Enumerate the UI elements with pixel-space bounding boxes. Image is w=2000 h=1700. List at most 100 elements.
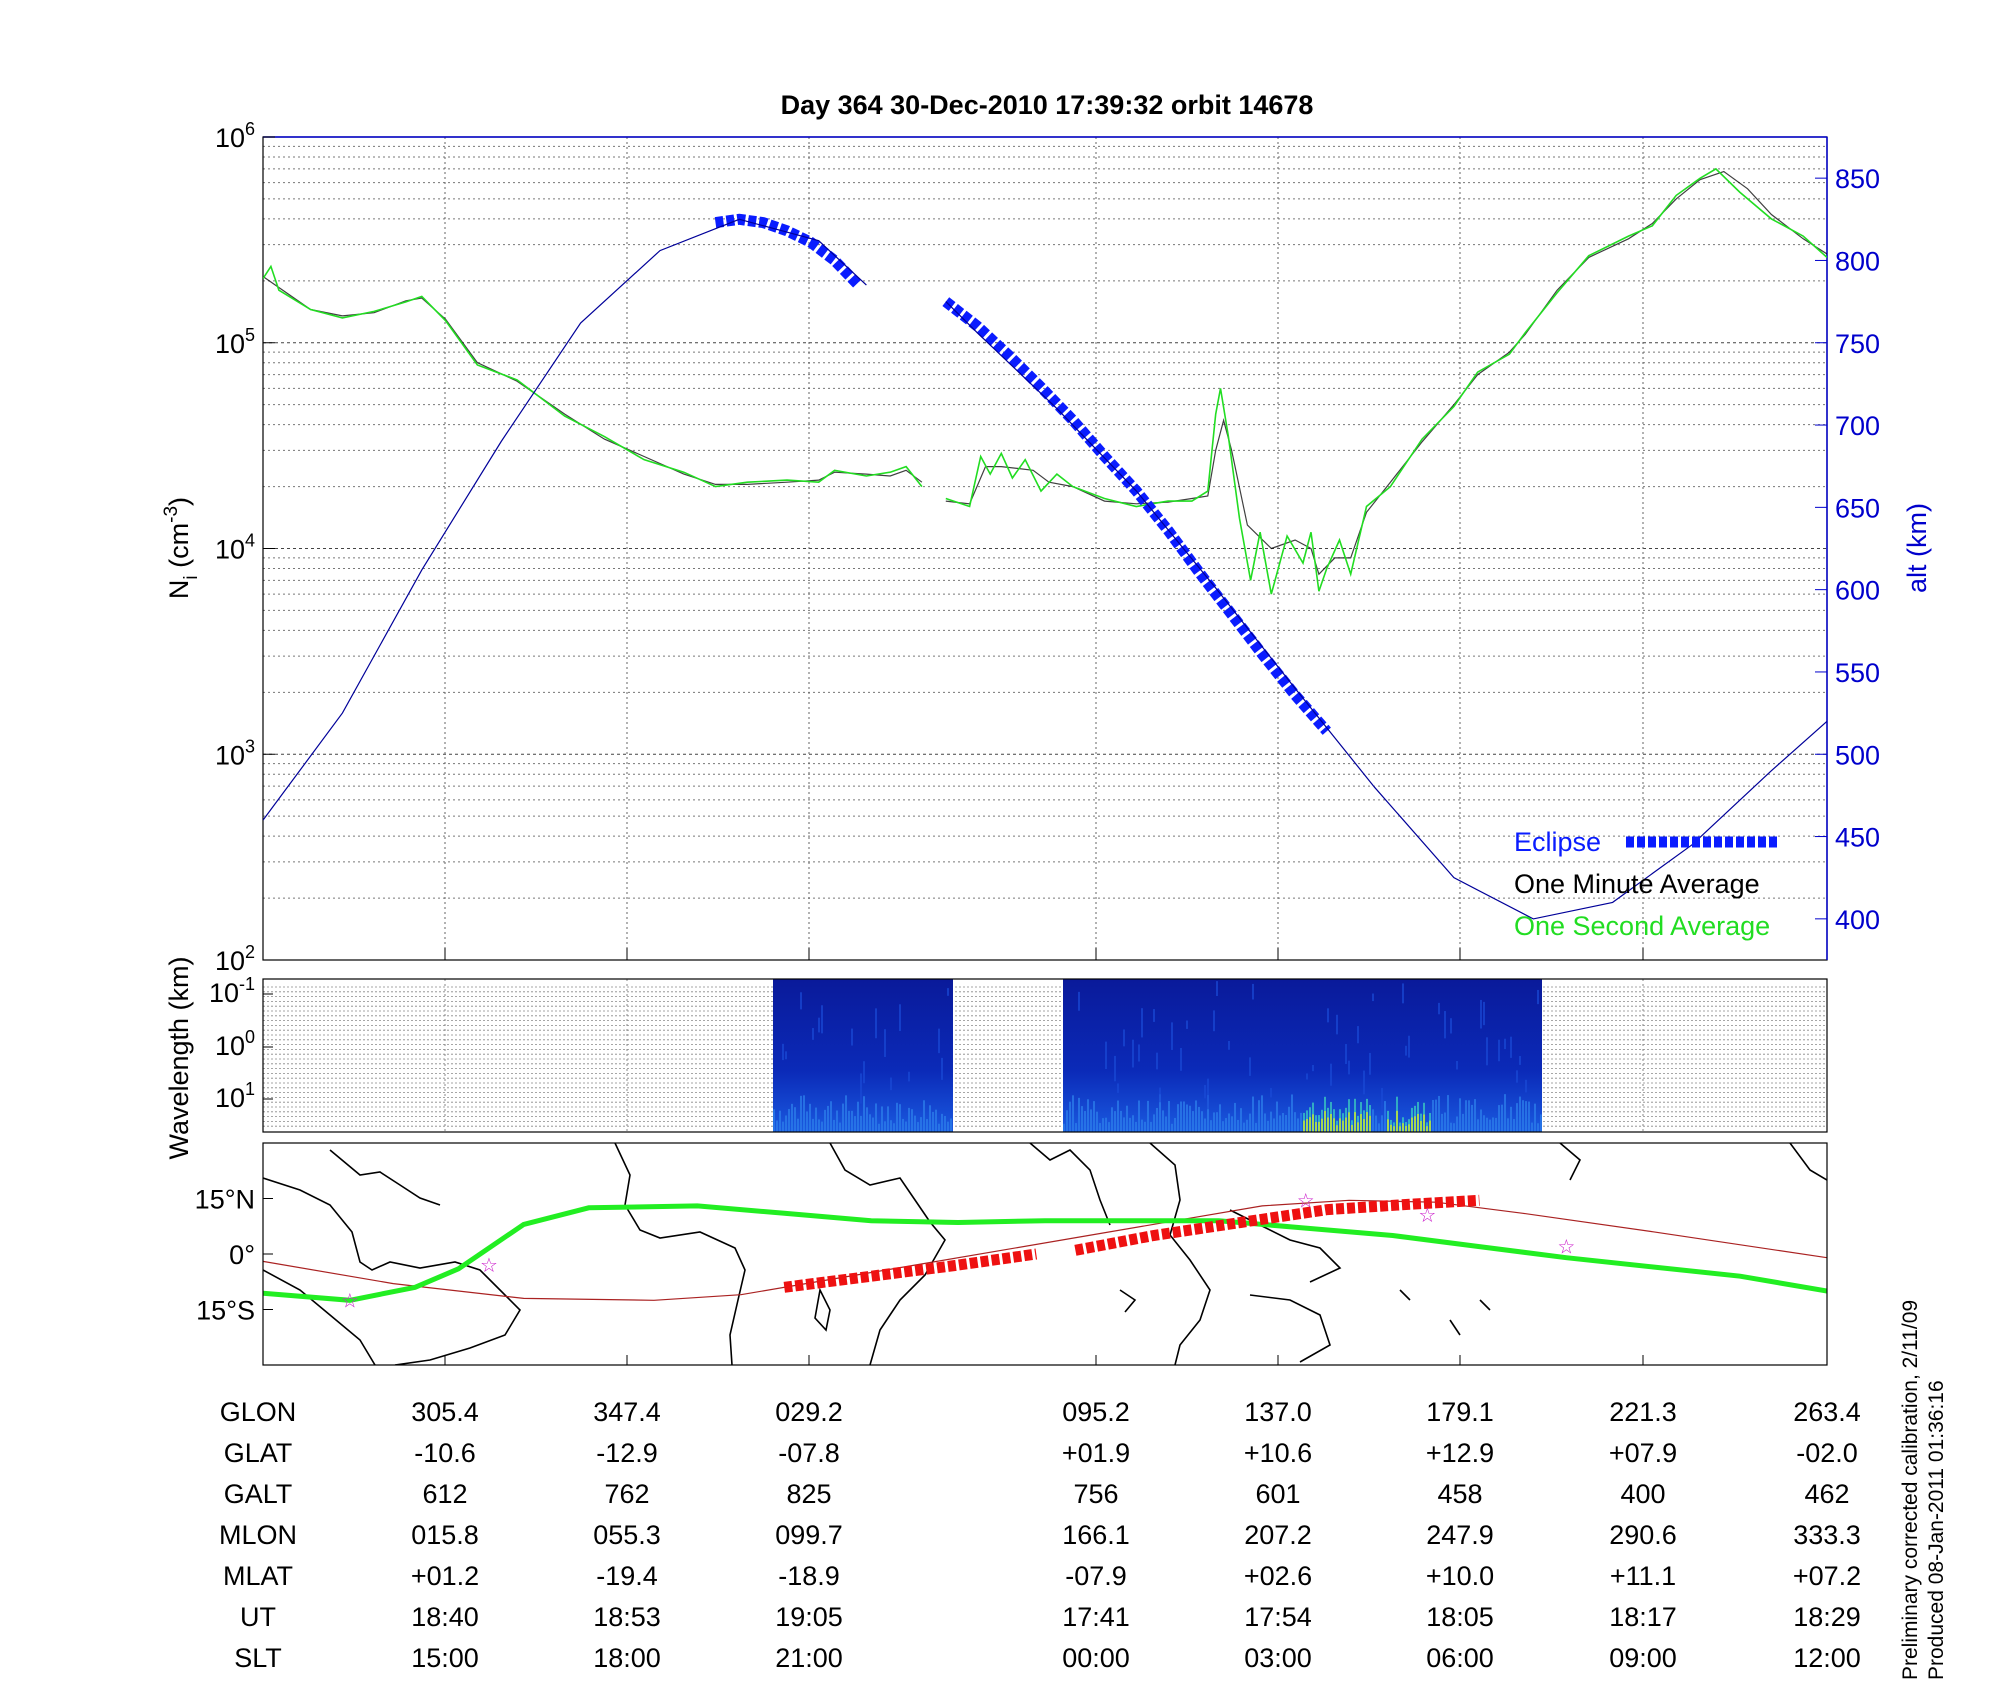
coastline [1559, 1143, 1581, 1181]
spectrogram-texture [1516, 1070, 1518, 1083]
spectrogram-texture [1357, 1026, 1359, 1044]
row-label-glon: GLON [220, 1397, 297, 1427]
spectrogram-texture [1369, 1115, 1371, 1132]
spectrogram-texture [1171, 1123, 1173, 1132]
spectrogram-texture [1216, 1112, 1218, 1132]
spectrogram-texture [1513, 1119, 1515, 1132]
spectrogram-texture [1213, 1010, 1215, 1032]
table-cell: 333.3 [1793, 1520, 1861, 1550]
spectrogram-texture [1174, 1117, 1176, 1132]
spectrogram-texture [1105, 1117, 1107, 1132]
spectrogram-texture [785, 1115, 787, 1132]
table-cell: 17:41 [1062, 1602, 1130, 1632]
spectrogram-texture [1375, 1115, 1377, 1132]
coastline [814, 1287, 831, 1332]
spectrogram-texture [938, 1028, 940, 1054]
table-cell: 015.8 [411, 1520, 479, 1550]
ephemeris-table: GLON GLAT GALT MLON MLAT UT SLT 305.4 -10.6 612 01… [219, 1397, 1861, 1673]
table-cell: 099.7 [775, 1520, 843, 1550]
spectrogram-texture [1114, 1111, 1116, 1132]
table-cell: 221.3 [1609, 1397, 1677, 1427]
table-cell: 18:40 [411, 1602, 479, 1632]
table-cell: 029.2 [775, 1397, 843, 1427]
table-cell: 18:53 [593, 1602, 661, 1632]
spectrogram-texture [1219, 1104, 1221, 1132]
y2-axis-label: alt (km) [1902, 503, 1932, 593]
spectrogram-texture [1324, 1110, 1326, 1132]
table-cell: +01.2 [411, 1561, 479, 1591]
y-tick-label: 106 [215, 119, 255, 153]
y-tick-label: 10-1 [209, 974, 255, 1008]
spectrogram-texture [902, 1118, 904, 1132]
table-cell: +10.6 [1244, 1438, 1312, 1468]
spectrogram-texture [1069, 1101, 1071, 1132]
table-cell: 15:00 [411, 1643, 479, 1673]
spectrogram-texture [1132, 1039, 1134, 1068]
table-cell: +01.9 [1062, 1438, 1130, 1468]
spectrogram-texture [914, 1115, 916, 1132]
spectrogram-texture [950, 1118, 952, 1132]
spectrogram-texture [1456, 1060, 1458, 1070]
table-cell: -19.4 [596, 1561, 658, 1591]
spectrogram-texture [1315, 1121, 1317, 1132]
coastline [1789, 1143, 1827, 1181]
map-area: ☆ ☆ ☆ ☆ ☆ [263, 1143, 1827, 1365]
spectrogram-texture [791, 1103, 793, 1132]
spectrogram-texture [1525, 1079, 1527, 1093]
spectrogram-texture [857, 1101, 859, 1132]
spectrogram-texture [836, 1110, 838, 1132]
spectrogram-texture [1510, 1106, 1512, 1132]
spectrogram-texture [1459, 1098, 1461, 1132]
table-cell: -10.6 [414, 1438, 476, 1468]
spectrogram-texture [1423, 1114, 1425, 1132]
spectrogram-texture [785, 1051, 787, 1060]
spectrogram-texture [1450, 1122, 1452, 1132]
table-cell: 762 [604, 1479, 649, 1509]
spectrogram-texture [860, 1115, 862, 1132]
table-cell: -18.9 [778, 1561, 840, 1591]
spectrogram-texture [911, 1109, 913, 1132]
lat-tick-label: 15°N [195, 1185, 255, 1215]
spectrogram-texture [1486, 1037, 1488, 1066]
spectrogram-texture [794, 1107, 796, 1132]
spectrogram-texture [1429, 1120, 1431, 1132]
row-label-mlon: MLON [219, 1520, 297, 1550]
one-second-series-0 [263, 264, 923, 488]
one-minute-series-0 [263, 276, 923, 485]
spectrogram-texture [1243, 1122, 1245, 1132]
spectrogram-texture [869, 1114, 871, 1132]
coastline [829, 1143, 946, 1365]
spectrogram-texture [1150, 1121, 1152, 1132]
y2-tick-label: 400 [1835, 905, 1880, 935]
coastline [1399, 1289, 1411, 1301]
spectrogram-texture [854, 1116, 856, 1132]
spectrogram-texture [1360, 1114, 1362, 1132]
spectrogram-texture [1510, 1036, 1512, 1058]
spectrogram-texture [1087, 1099, 1089, 1132]
spectrogram-texture [1144, 1121, 1146, 1132]
spectrogram-texture [1276, 1101, 1278, 1132]
spectrogram-texture [1072, 1095, 1074, 1132]
table-cell: 055.3 [593, 1520, 661, 1550]
table-cell: 179.1 [1426, 1397, 1494, 1427]
spectrogram-texture [1201, 1111, 1203, 1132]
spectrogram-texture [929, 1105, 931, 1132]
spectrogram-texture [1288, 1106, 1290, 1132]
spectrogram-texture [1438, 1095, 1440, 1132]
spectrogram-texture [1246, 1119, 1248, 1132]
spectrogram-texture [1081, 1106, 1083, 1132]
spectrogram-texture [818, 1119, 820, 1132]
spectrogram-texture [1252, 1096, 1254, 1132]
row-label-galt: GALT [224, 1479, 293, 1509]
spectrogram-texture [1348, 1060, 1350, 1075]
spectrogram-texture [1084, 1111, 1086, 1132]
spectrogram-texture [1366, 1112, 1368, 1132]
spectrogram-texture [845, 1095, 847, 1132]
spectrogram-texture [878, 1123, 880, 1132]
map-frame [262, 1142, 1828, 1366]
y2-tick-label: 500 [1835, 740, 1880, 770]
spectrogram-texture [1204, 1118, 1206, 1132]
table-cell: 612 [422, 1479, 467, 1509]
spectrogram-texture [908, 1107, 910, 1132]
